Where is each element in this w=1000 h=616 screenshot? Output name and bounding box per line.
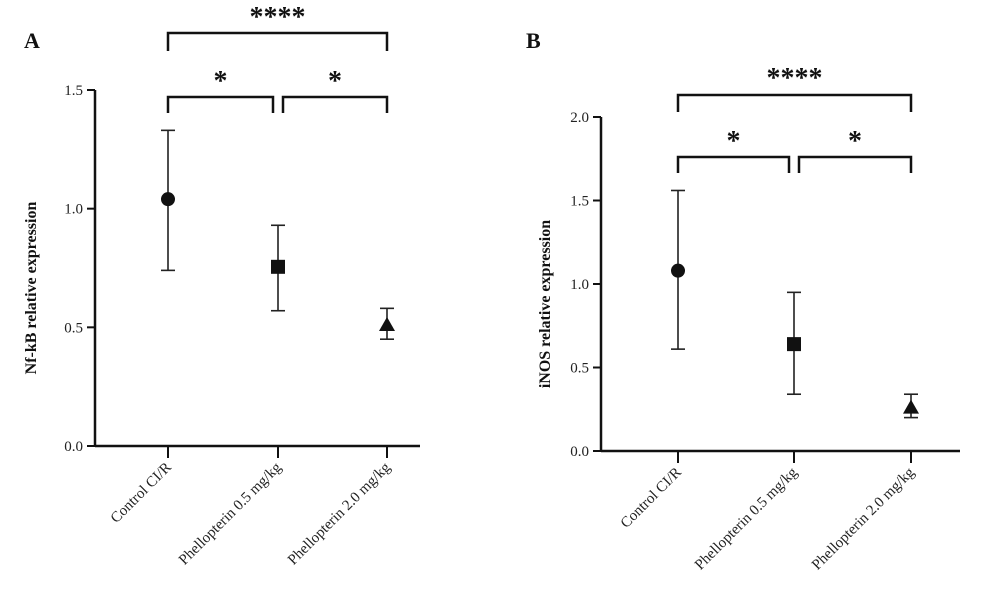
y-tick-label: 1.0 [64,202,83,218]
y-tick-label: 0.5 [570,361,589,377]
y-tick-label: 1.5 [64,83,83,99]
y-tick-label: 0.5 [64,320,83,336]
y-axis-label: Nf-kB relative expression [23,202,40,375]
significance-label: **** [767,63,823,94]
x-tick-label: Phellopterin 0.5 mg/kg [692,464,801,573]
significance-label: **** [250,2,306,33]
x-tick-label: Control CI/R [108,460,175,527]
significance-bracket [281,95,389,113]
data-point-square [787,337,801,352]
data-point-circle [671,263,685,278]
significance-label: * [727,126,741,157]
data-point-triangle [379,316,395,331]
y-tick-label: 1.5 [570,194,589,210]
significance-bracket [166,31,389,51]
y-tick-label: 0.0 [570,444,589,460]
significance-label: * [328,66,342,97]
data-point-square [271,259,285,274]
significance-label: * [214,66,228,97]
panel-a: A 0.0 0.5 1.0 1.5 Nf-kB relative expression Co… [23,2,420,568]
data-point-triangle [903,399,919,414]
panel-b: B 0.0 0.5 1.0 1.5 2.0 iNOS relative expression… [526,28,960,573]
significance-bracket [676,93,913,112]
significance-bracket [676,155,791,173]
significance-bracket [166,95,275,113]
y-tick-label: 2.0 [570,110,589,126]
panel-label: B [526,28,541,53]
x-tick-label: Phellopterin 2.0 mg/kg [809,464,918,573]
panel-label: A [24,28,40,53]
x-tick-label: Phellopterin 2.0 mg/kg [285,459,394,568]
x-tick-label: Phellopterin 0.5 mg/kg [176,459,285,568]
x-tick-label: Control CI/R [618,465,685,532]
y-tick-label: 0.0 [64,439,83,455]
y-axis-label: iNOS relative expression [537,220,554,388]
data-point-circle [161,192,175,207]
significance-label: * [848,126,862,157]
y-tick-label: 1.0 [570,277,589,293]
significance-bracket [797,155,913,173]
